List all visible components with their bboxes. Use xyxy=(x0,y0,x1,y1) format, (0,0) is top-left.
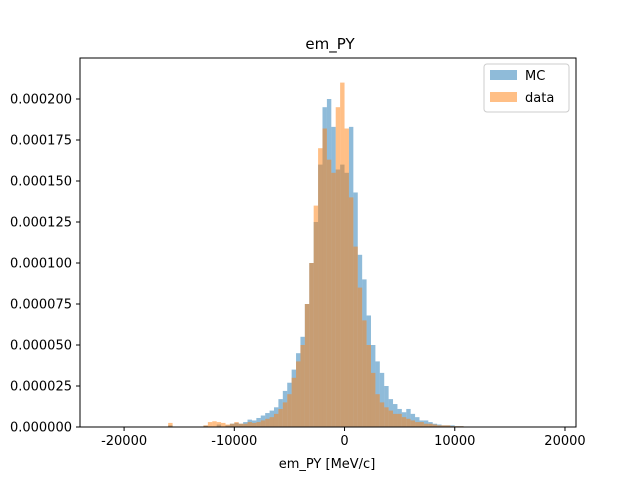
bar-data-47 xyxy=(375,394,380,427)
bar-data-44 xyxy=(362,320,367,427)
bar-data-63 xyxy=(445,425,451,427)
bar-data-23 xyxy=(269,417,274,427)
legend-swatch-data xyxy=(490,92,517,102)
x-axis: -20000 -10000 0 10000 20000 xyxy=(101,427,586,449)
x-tick-label-3: 10000 xyxy=(434,434,475,449)
bar-data-50 xyxy=(388,410,394,427)
y-tick-label-1: 0.000025 xyxy=(10,380,72,395)
bar-data-38 xyxy=(335,107,341,427)
bar-data-21 xyxy=(260,420,266,427)
bar-data-12 xyxy=(221,422,226,427)
bar-data-25 xyxy=(278,408,283,427)
bar-data-58 xyxy=(423,423,429,427)
bar-data-42 xyxy=(353,246,358,427)
legend-label-mc: MC xyxy=(525,69,545,84)
bar-data-41 xyxy=(348,197,354,427)
bar-data-15 xyxy=(234,422,239,427)
bar-data-61 xyxy=(437,425,442,427)
y-tick-label-7: 0.000175 xyxy=(10,134,72,149)
bar-data-39 xyxy=(340,82,345,427)
chart-title: em_PY xyxy=(305,35,355,54)
bar-data-34 xyxy=(318,148,323,427)
bar-data-53 xyxy=(401,417,407,427)
bar-data-19 xyxy=(251,422,257,427)
x-tick-label-4: 20000 xyxy=(544,434,585,449)
bar-data-22 xyxy=(265,418,270,427)
bar-data-0 xyxy=(168,422,173,427)
bar-data-14 xyxy=(229,423,235,427)
bar-data-46 xyxy=(370,372,376,427)
bar-data-10 xyxy=(212,421,217,427)
y-tick-label-6: 0.000150 xyxy=(10,175,72,190)
bar-data-11 xyxy=(216,422,222,427)
bar-data-31 xyxy=(304,304,310,427)
bar-data-60 xyxy=(432,424,438,427)
bar-data-52 xyxy=(397,413,402,427)
legend: MC data xyxy=(483,63,570,113)
bar-data-24 xyxy=(273,413,279,427)
series-data-bars xyxy=(168,82,464,427)
bar-data-56 xyxy=(415,422,420,427)
bar-data-33 xyxy=(313,205,319,427)
bar-data-16 xyxy=(238,423,244,427)
bar-data-17 xyxy=(243,423,248,427)
bar-data-8 xyxy=(203,425,208,427)
bar-data-59 xyxy=(428,423,433,427)
y-tick-label-4: 0.000100 xyxy=(10,257,72,272)
bar-data-9 xyxy=(207,422,213,427)
bar-data-13 xyxy=(225,424,230,427)
bar-data-54 xyxy=(406,418,411,427)
y-tick-label-2: 0.000050 xyxy=(10,339,72,354)
x-tick-label-2: 0 xyxy=(340,434,348,449)
bar-data-29 xyxy=(296,361,301,427)
bar-data-48 xyxy=(379,402,385,427)
bar-data-32 xyxy=(309,263,314,427)
y-tick-label-5: 0.000125 xyxy=(10,216,72,231)
bar-data-62 xyxy=(441,425,446,427)
bar-mc-49 xyxy=(384,386,389,427)
bar-data-28 xyxy=(291,377,297,427)
bar-data-49 xyxy=(384,407,389,427)
bar-data-45 xyxy=(366,345,371,427)
legend-label-data: data xyxy=(525,91,554,106)
bar-data-27 xyxy=(287,394,292,427)
bar-data-40 xyxy=(344,128,349,427)
bar-data-36 xyxy=(326,159,332,427)
bar-data-55 xyxy=(410,420,416,427)
x-tick-label-0: -20000 xyxy=(101,434,147,449)
bar-data-51 xyxy=(393,413,398,427)
bar-data-18 xyxy=(247,422,252,427)
y-tick-label-0: 0.000000 xyxy=(10,421,72,436)
x-tick-label-1: -10000 xyxy=(211,434,257,449)
y-tick-label-8: 0.000200 xyxy=(10,93,72,108)
bar-data-57 xyxy=(419,422,424,427)
bar-mc-48 xyxy=(379,372,385,427)
y-tick-label-3: 0.000075 xyxy=(10,298,72,313)
plot-frame xyxy=(79,57,577,428)
bar-data-43 xyxy=(357,287,363,427)
legend-swatch-mc xyxy=(490,70,517,80)
x-axis-label: em_PY [MeV/c] xyxy=(279,457,376,472)
y-axis: 0.000000 0.000025 0.000050 0.000075 0.000100… xyxy=(10,93,80,436)
bar-data-20 xyxy=(256,422,261,427)
bar-data-35 xyxy=(322,128,327,427)
bar-data-30 xyxy=(300,345,305,427)
bar-data-37 xyxy=(331,172,336,427)
bar-data-26 xyxy=(282,402,288,427)
bar-mc-54 xyxy=(406,408,411,427)
